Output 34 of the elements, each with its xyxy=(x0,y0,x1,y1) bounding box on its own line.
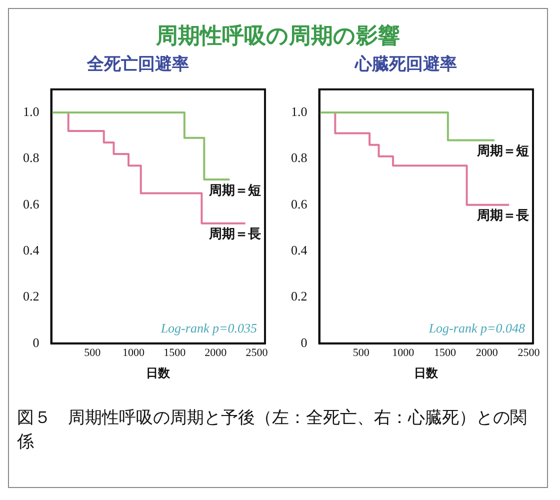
x-tick-label: 1000 xyxy=(122,346,145,359)
x-tick-label: 1000 xyxy=(392,346,415,359)
x-tick-label: 2500 xyxy=(518,346,540,359)
chart-title: 心臓死回避率 xyxy=(354,54,457,75)
y-tick-label: 0.6 xyxy=(23,196,40,212)
annotation: Log-rank p=0.035 xyxy=(160,320,258,336)
y-tick-label: 0.8 xyxy=(23,150,40,166)
chart-title: 全死亡回避率 xyxy=(86,54,189,75)
x-tick-label: 1500 xyxy=(434,346,456,359)
series-label: 周期＝長 xyxy=(208,227,261,242)
y-tick-label: 0.4 xyxy=(23,242,40,258)
x-axis-title: 日数 xyxy=(146,366,172,380)
x-tick-label: 2000 xyxy=(204,346,228,359)
x-tick-label: 500 xyxy=(352,346,370,359)
y-tick-label: 0.2 xyxy=(23,288,40,304)
annotation: Log-rank p=0.048 xyxy=(428,320,526,336)
x-axis-title: 日数 xyxy=(414,366,440,380)
y-tick-label: 0.8 xyxy=(291,150,308,166)
x-tick-label: 500 xyxy=(84,346,102,359)
series-label: 周期＝長 xyxy=(476,208,529,224)
series-label: 周期＝短 xyxy=(208,183,261,198)
series-label: 周期＝短 xyxy=(476,144,529,160)
y-tick-label: 0.6 xyxy=(291,196,308,212)
x-tick-label: 1500 xyxy=(164,346,186,359)
y-tick-label: 1.0 xyxy=(291,104,308,119)
text: 周期性呼吸の周期の影響 xyxy=(154,23,401,51)
y-tick-label: 0 xyxy=(32,334,40,350)
y-tick-label: 0 xyxy=(300,334,308,350)
x-tick-label: 2000 xyxy=(476,346,498,359)
y-tick-label: 0.4 xyxy=(291,242,308,258)
y-tick-label: 0.2 xyxy=(291,288,308,304)
caption: 図５ 周期性呼吸の周期と予後（左：全死亡、右：心臓死）との関係 xyxy=(17,407,528,454)
y-tick-label: 1.0 xyxy=(23,104,40,119)
x-tick-label: 2500 xyxy=(246,346,268,359)
